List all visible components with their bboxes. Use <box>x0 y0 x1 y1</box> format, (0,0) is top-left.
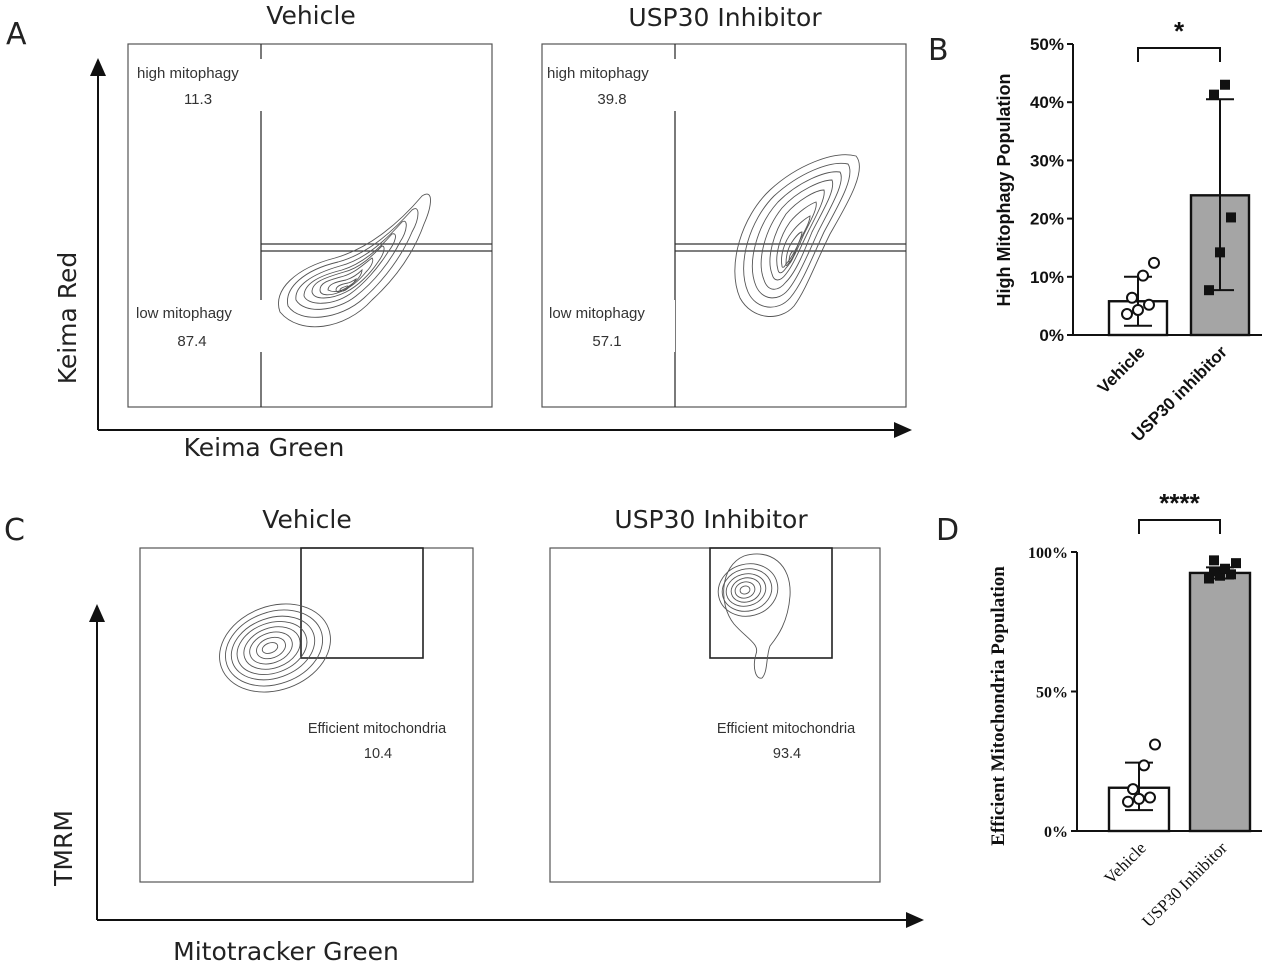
contour-density <box>278 193 431 328</box>
plot-title: USP30 Inhibitor <box>628 3 822 32</box>
x-tick-label: Vehicle <box>1100 838 1149 887</box>
label-bg <box>135 300 263 352</box>
panel-label-a: A <box>6 17 27 52</box>
data-point <box>1137 269 1149 282</box>
gate-value: 93.4 <box>773 746 801 762</box>
y-axis-label: Efficient Mitochondria Population <box>988 566 1009 846</box>
data-point <box>1138 759 1150 772</box>
x-tick-label: USP30 Inhibitor <box>1138 838 1231 931</box>
bar-chart-d: D Efficient Mitochondria Population 0% 50… <box>936 488 1262 931</box>
data-point <box>1149 738 1161 751</box>
data-point <box>1220 563 1230 574</box>
gate-value-lower: 87.4 <box>177 333 206 350</box>
data-point <box>1226 212 1236 223</box>
gate-value-lower: 57.1 <box>592 333 621 350</box>
plot-title: USP30 Inhibitor <box>614 505 808 534</box>
significance-label: * <box>1174 16 1185 46</box>
data-point <box>1215 247 1225 258</box>
data-point <box>1133 792 1145 805</box>
y-tick-label: 10% <box>1030 268 1064 287</box>
y-tick-label: 50% <box>1030 35 1064 54</box>
bar-chart-b: B High Mitophagy Population 0% 10% 20% 30% 4… <box>928 16 1262 445</box>
y-axis-label-a: Keima Red <box>53 252 82 385</box>
y-axis-label-c: TMRM <box>49 810 78 887</box>
gate-label-upper: high mitophagy <box>137 65 239 82</box>
panel-label-b: B <box>928 33 949 68</box>
panel-label-d: D <box>936 513 959 548</box>
data-point <box>1143 298 1155 311</box>
data-point <box>1204 573 1214 584</box>
y-axis-label: High Mitophagy Population <box>994 74 1014 307</box>
gate-box <box>300 547 424 659</box>
y-tick-label: 40% <box>1030 93 1064 112</box>
gate-value-upper: 11.3 <box>184 91 212 108</box>
data-point <box>1231 558 1241 569</box>
data-point <box>1209 566 1219 577</box>
gate-box <box>709 547 833 659</box>
data-point <box>1127 783 1139 796</box>
data-point <box>1209 89 1219 100</box>
significance-label: **** <box>1159 488 1200 518</box>
contour-density <box>717 553 791 679</box>
x-axis-label-c: Mitotracker Green <box>173 937 399 966</box>
flow-plot-a-vehicle: Vehicle high mitophagy 11.3 low mitophag… <box>127 1 493 408</box>
plot-title: Vehicle <box>262 505 351 534</box>
y-tick-label: 30% <box>1030 151 1064 170</box>
gate-label: Efficient mitochondria <box>717 721 856 737</box>
gate-value-upper: 39.8 <box>597 91 626 108</box>
gate-label-upper: high mitophagy <box>547 65 649 82</box>
flow-plot-a-usp30: USP30 Inhibitor high mitophagy 39.8 low … <box>541 3 907 408</box>
significance-bracket <box>1137 47 1221 62</box>
flow-plot-c-usp30: USP30 Inhibitor Efficient mitochondria 9… <box>549 505 881 883</box>
flow-plot-c-vehicle: Vehicle Efficient mitochondria 10.4 <box>139 505 474 883</box>
bar <box>1188 571 1252 833</box>
gate-label-lower: low mitophagy <box>136 305 232 322</box>
label-bg <box>547 300 675 352</box>
y-tick-label: 20% <box>1030 210 1064 229</box>
x-tick-label: Vehicle <box>1094 342 1149 397</box>
gate-label: Efficient mitochondria <box>308 721 447 737</box>
y-tick-label: 0% <box>1044 824 1068 841</box>
gate-value: 10.4 <box>364 746 392 762</box>
data-point <box>1215 570 1225 581</box>
gate-label-lower: low mitophagy <box>549 305 645 322</box>
plot-frame <box>127 43 493 408</box>
contour-density <box>219 603 331 693</box>
x-axis-label-a: Keima Green <box>184 433 345 462</box>
panel-a: A Keima Red Keima Green Vehicle <box>6 1 912 462</box>
significance-bracket <box>1138 519 1221 534</box>
data-point <box>1121 308 1133 321</box>
y-tick-label: 0% <box>1039 326 1064 345</box>
data-point <box>1126 291 1138 304</box>
y-tick-label: 50% <box>1036 685 1068 702</box>
contour-density <box>734 154 860 317</box>
plot-frame <box>541 43 907 408</box>
label-bg <box>545 59 683 111</box>
data-point <box>1148 256 1160 269</box>
plot-frame <box>549 547 881 883</box>
y-tick-label: 100% <box>1028 545 1068 562</box>
label-bg <box>137 59 263 111</box>
data-point <box>1209 555 1219 566</box>
data-point <box>1144 791 1156 804</box>
plot-title: Vehicle <box>266 1 355 30</box>
data-point <box>1204 285 1214 296</box>
data-point <box>1226 569 1236 580</box>
data-point <box>1220 79 1230 90</box>
data-point <box>1132 303 1144 316</box>
panel-c: C TMRM Mitotracker Green Vehicle Efficie… <box>4 505 924 966</box>
data-point <box>1122 795 1134 808</box>
panel-label-c: C <box>4 513 25 548</box>
